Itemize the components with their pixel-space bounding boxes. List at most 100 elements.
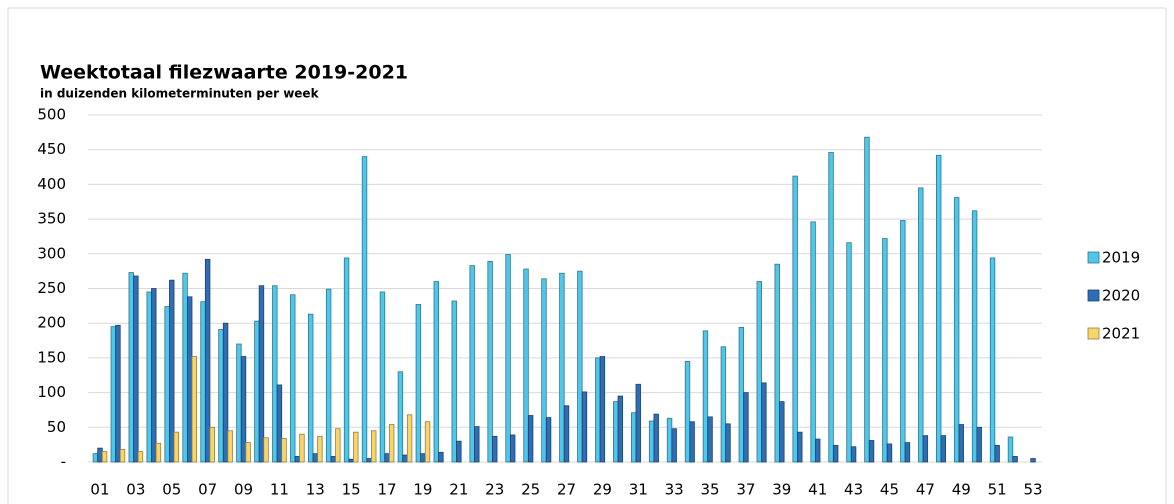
bar [613, 401, 619, 463]
bar [366, 458, 372, 463]
bar [101, 451, 108, 463]
bar [258, 285, 265, 463]
bar [272, 285, 278, 463]
bar [402, 454, 408, 463]
bar [97, 447, 103, 463]
x-tick-label: 17 [378, 481, 397, 499]
legend-label: 2021 [1102, 325, 1140, 343]
bar [868, 440, 875, 463]
bar [200, 301, 206, 463]
bar [702, 330, 709, 463]
y-tick-label: 350 [37, 210, 66, 228]
legend-label: 2019 [1102, 249, 1140, 267]
bar [397, 371, 404, 463]
x-tick-label: 09 [234, 481, 253, 499]
bar [940, 435, 947, 463]
x-tick-label: 25 [521, 481, 540, 499]
x-tick-label: 05 [162, 481, 181, 499]
bar [958, 424, 964, 463]
y-tick-label: 250 [37, 279, 66, 297]
bar [846, 242, 852, 463]
x-tick-label: 01 [90, 481, 109, 499]
bar [599, 356, 606, 463]
bar [545, 417, 552, 463]
bar [774, 263, 780, 463]
bar [290, 294, 296, 463]
bar [353, 431, 359, 463]
x-tick-label: 29 [593, 481, 612, 499]
bar [505, 254, 511, 463]
bar [119, 449, 126, 463]
bar [164, 306, 170, 463]
bar [128, 272, 134, 463]
y-tick-label: - [61, 453, 66, 471]
y-tick-label: 500 [37, 106, 66, 124]
bar [110, 326, 117, 463]
x-tick-label: 11 [270, 481, 289, 499]
bar [227, 430, 233, 463]
x-tick-label: 39 [772, 481, 791, 499]
y-tick-label: 100 [37, 383, 66, 401]
bar [666, 417, 673, 463]
chart-title: Weektotaal filezwaarte 2019-2021 [40, 62, 408, 84]
bar [577, 270, 583, 463]
bar [325, 288, 332, 463]
bar [671, 428, 677, 463]
bar [456, 440, 462, 463]
x-tick-label: 07 [198, 481, 217, 499]
x-tick-label: 45 [880, 481, 899, 499]
bar [155, 442, 162, 463]
bar [182, 272, 188, 463]
x-tick-label: 03 [126, 481, 145, 499]
bar [707, 416, 713, 463]
bar [635, 383, 641, 463]
bar [438, 451, 444, 463]
bar [263, 437, 269, 463]
bar [169, 279, 175, 463]
y-tick-label: 300 [37, 244, 66, 262]
legend-label: 2020 [1102, 287, 1140, 305]
x-tick-label: 23 [485, 481, 504, 499]
bar [971, 210, 978, 463]
bar [756, 281, 762, 463]
bar [240, 356, 247, 463]
x-tick-label: 21 [449, 481, 468, 499]
bar [527, 415, 534, 463]
bar [743, 392, 749, 463]
bar [474, 426, 480, 463]
bar [886, 443, 893, 463]
x-tick-label: 37 [736, 481, 755, 499]
bar [236, 343, 242, 463]
y-tick-label: 50 [47, 418, 66, 436]
bar [487, 261, 493, 463]
bar [832, 444, 839, 463]
bar [424, 421, 431, 463]
bar [900, 220, 906, 463]
bar [469, 265, 475, 463]
bar [725, 423, 731, 463]
x-tick-label: 15 [342, 481, 361, 499]
bar [1030, 458, 1036, 463]
bar [492, 435, 498, 463]
bar [281, 438, 287, 463]
x-tick-label: 19 [413, 481, 432, 499]
bar [335, 428, 341, 463]
bar [433, 281, 439, 463]
bar [595, 357, 601, 463]
bar [617, 395, 624, 463]
bar [797, 431, 803, 463]
bar [559, 272, 565, 463]
bar [406, 414, 413, 463]
bar [1012, 456, 1018, 463]
bar [828, 152, 834, 463]
bar [254, 320, 260, 463]
bar [191, 356, 197, 463]
bar [245, 442, 251, 463]
bar [343, 257, 350, 463]
bar [882, 238, 888, 463]
chart-subtitle: in duizenden kilometerminuten per week [40, 87, 320, 101]
bar [317, 435, 323, 463]
bar [137, 451, 144, 463]
bar [151, 288, 157, 463]
